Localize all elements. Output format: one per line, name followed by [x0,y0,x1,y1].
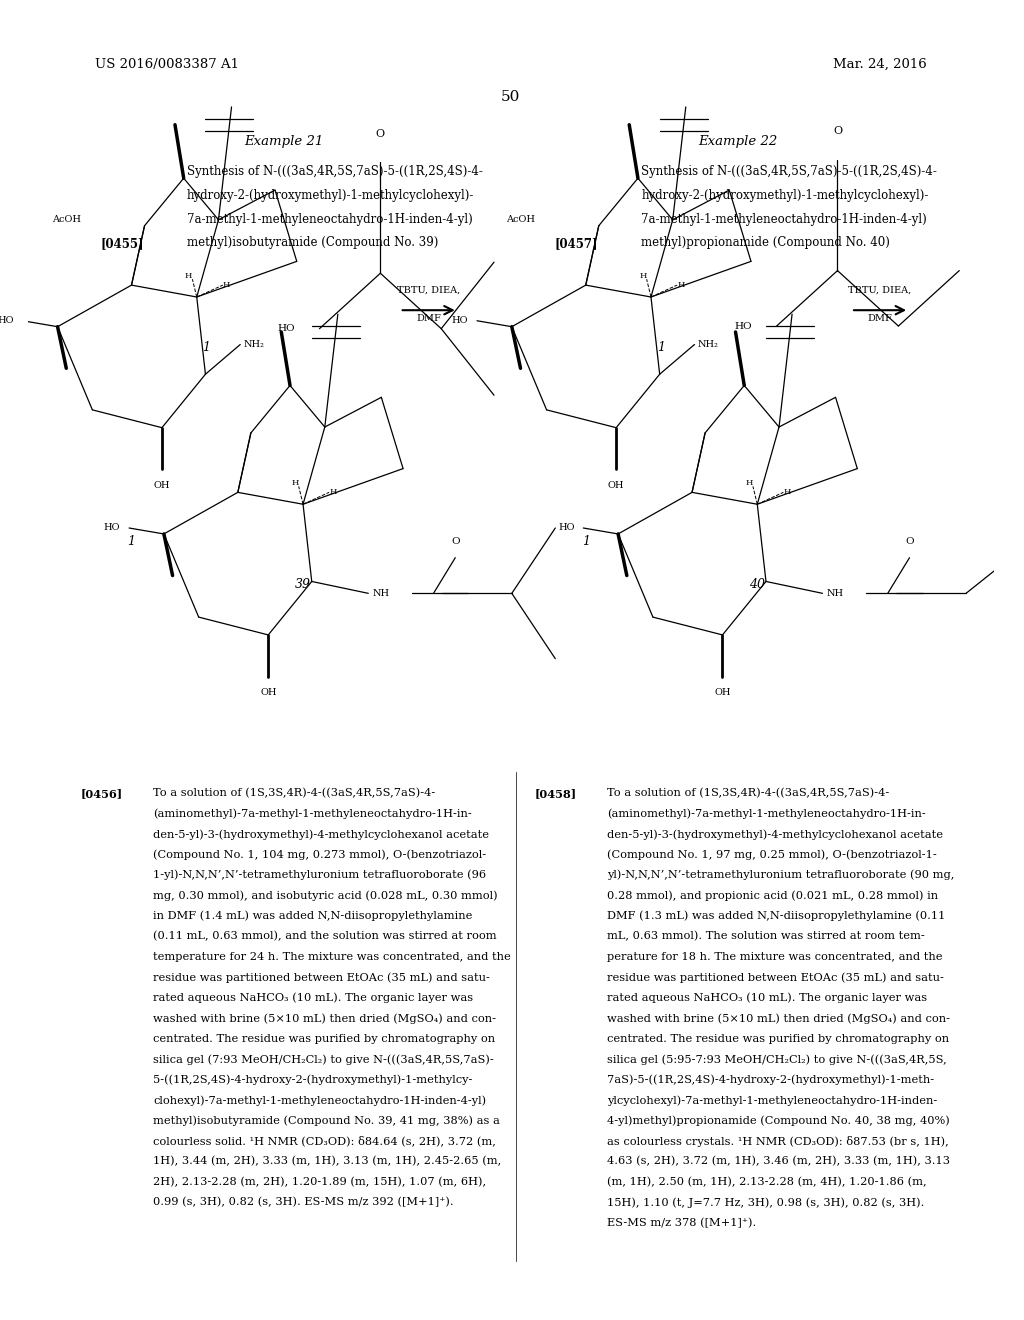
Text: NH₂: NH₂ [697,341,718,348]
Text: NH₂: NH₂ [243,341,264,348]
Text: OH: OH [715,689,731,697]
Text: clohexyl)-7a-methyl-1-methyleneoctahydro-1H-inden-4-yl): clohexyl)-7a-methyl-1-methyleneoctahydro… [154,1094,486,1106]
Text: 4-yl)methyl)propionamide (Compound No. 40, 38 mg, 40%): 4-yl)methyl)propionamide (Compound No. 4… [607,1115,950,1126]
Text: (Compound No. 1, 104 mg, 0.273 mmol), O-(benzotriazol-: (Compound No. 1, 104 mg, 0.273 mmol), O-… [154,850,486,861]
Text: OH: OH [608,480,625,490]
Text: HO: HO [735,322,753,330]
Text: H: H [223,281,230,289]
Text: To a solution of (1S,3S,4R)-4-((3aS,4R,5S,7aS)-4-: To a solution of (1S,3S,4R)-4-((3aS,4R,5… [154,788,435,799]
Text: hydroxy-2-(hydroxymethyl)-1-methylcyclohexyl)-: hydroxy-2-(hydroxymethyl)-1-methylcycloh… [187,189,474,202]
Text: 0.99 (s, 3H), 0.82 (s, 3H). ES-MS m/z 392 ([M+1]⁺).: 0.99 (s, 3H), 0.82 (s, 3H). ES-MS m/z 39… [154,1197,454,1208]
Text: 1: 1 [656,341,665,354]
Text: O: O [833,125,842,136]
Text: [0458]: [0458] [535,788,578,799]
Text: temperature for 24 h. The mixture was concentrated, and the: temperature for 24 h. The mixture was co… [154,952,511,962]
Text: 39: 39 [295,578,311,591]
Text: H: H [745,479,753,487]
Text: H: H [677,281,684,289]
Text: 15H), 1.10 (t, J=7.7 Hz, 3H), 0.98 (s, 3H), 0.82 (s, 3H).: 15H), 1.10 (t, J=7.7 Hz, 3H), 0.98 (s, 3… [607,1197,925,1208]
Text: NH: NH [826,589,844,598]
Text: methyl)isobutyramide (Compound No. 39): methyl)isobutyramide (Compound No. 39) [187,236,438,249]
Text: Example 22: Example 22 [698,135,777,148]
Text: H: H [291,479,299,487]
Text: H: H [783,488,791,496]
Text: H: H [185,272,193,280]
Text: 1: 1 [582,535,590,548]
Text: To a solution of (1S,3S,4R)-4-((3aS,4R,5S,7aS)-4-: To a solution of (1S,3S,4R)-4-((3aS,4R,5… [607,788,890,799]
Text: 1: 1 [128,535,135,548]
Text: centrated. The residue was purified by chromatography on: centrated. The residue was purified by c… [154,1034,496,1044]
Text: Example 21: Example 21 [244,135,324,148]
Text: HO: HO [452,317,468,325]
Text: HO: HO [103,524,121,532]
Text: 2H), 2.13-2.28 (m, 2H), 1.20-1.89 (m, 15H), 1.07 (m, 6H),: 2H), 2.13-2.28 (m, 2H), 1.20-1.89 (m, 15… [154,1177,486,1187]
Text: OH: OH [154,480,170,490]
Text: HO: HO [278,325,295,333]
Text: (aminomethyl)-7a-methyl-1-methyleneoctahydro-1H-in-: (aminomethyl)-7a-methyl-1-methyleneoctah… [154,808,472,820]
Text: hydroxy-2-(hydroxymethyl)-1-methylcyclohexyl)-: hydroxy-2-(hydroxymethyl)-1-methylcycloh… [641,189,929,202]
Text: yl)-N,N,N’,N’-tetramethyluronium tetrafluoroborate (90 mg,: yl)-N,N,N’,N’-tetramethyluronium tetrafl… [607,870,954,880]
Text: H: H [639,272,646,280]
Text: TBTU, DIEA,: TBTU, DIEA, [397,285,461,294]
Text: in DMF (1.4 mL) was added N,N-diisopropylethylamine: in DMF (1.4 mL) was added N,N-diisopropy… [154,911,473,921]
Text: O: O [905,537,913,546]
Text: perature for 18 h. The mixture was concentrated, and the: perature for 18 h. The mixture was conce… [607,952,943,962]
Text: rated aqueous NaHCO₃ (10 mL). The organic layer was: rated aqueous NaHCO₃ (10 mL). The organi… [607,993,928,1003]
Text: 1-yl)-N,N,N’,N’-tetramethyluronium tetrafluoroborate (96: 1-yl)-N,N,N’,N’-tetramethyluronium tetra… [154,870,486,880]
Text: HO: HO [0,317,14,325]
Text: H: H [329,488,337,496]
Text: residue was partitioned between EtOAc (35 mL) and satu-: residue was partitioned between EtOAc (3… [154,972,490,983]
Text: mg, 0.30 mmol), and isobutyric acid (0.028 mL, 0.30 mmol): mg, 0.30 mmol), and isobutyric acid (0.0… [154,890,498,902]
Text: DMF: DMF [416,314,441,323]
Text: (m, 1H), 2.50 (m, 1H), 2.13-2.28 (m, 4H), 1.20-1.86 (m,: (m, 1H), 2.50 (m, 1H), 2.13-2.28 (m, 4H)… [607,1177,927,1187]
Text: 1H), 3.44 (m, 2H), 3.33 (m, 1H), 3.13 (m, 1H), 2.45-2.65 (m,: 1H), 3.44 (m, 2H), 3.33 (m, 1H), 3.13 (m… [154,1156,502,1167]
Text: washed with brine (5×10 mL) then dried (MgSO₄) and con-: washed with brine (5×10 mL) then dried (… [607,1014,950,1024]
Text: TBTU, DIEA,: TBTU, DIEA, [849,285,911,294]
Text: ylcyclohexyl)-7a-methyl-1-methyleneoctahydro-1H-inden-: ylcyclohexyl)-7a-methyl-1-methyleneoctah… [607,1094,938,1106]
Text: den-5-yl)-3-(hydroxymethyl)-4-methylcyclohexanol acetate: den-5-yl)-3-(hydroxymethyl)-4-methylcycl… [154,829,489,840]
Text: HO: HO [558,524,574,532]
Text: 7aS)-5-((1R,2S,4S)-4-hydroxy-2-(hydroxymethyl)-1-meth-: 7aS)-5-((1R,2S,4S)-4-hydroxy-2-(hydroxym… [607,1074,935,1085]
Text: 0.28 mmol), and propionic acid (0.021 mL, 0.28 mmol) in: 0.28 mmol), and propionic acid (0.021 mL… [607,890,939,902]
Text: ES-MS m/z 378 ([M+1]⁺).: ES-MS m/z 378 ([M+1]⁺). [607,1217,757,1228]
Text: [0456]: [0456] [81,788,123,799]
Text: AcOH: AcOH [506,215,535,224]
Text: [0455]: [0455] [100,238,143,251]
Text: centrated. The residue was purified by chromatography on: centrated. The residue was purified by c… [607,1034,949,1044]
Text: as colourless crystals. ¹H NMR (CD₃OD): δ87.53 (br s, 1H),: as colourless crystals. ¹H NMR (CD₃OD): … [607,1135,949,1147]
Text: den-5-yl)-3-(hydroxymethyl)-4-methylcyclohexanol acetate: den-5-yl)-3-(hydroxymethyl)-4-methylcycl… [607,829,943,840]
Text: O: O [451,537,460,546]
Text: 40: 40 [750,578,765,591]
Text: Synthesis of N-(((3aS,4R,5S,7aS)-5-((1R,2S,4S)-4-: Synthesis of N-(((3aS,4R,5S,7aS)-5-((1R,… [641,165,937,178]
Text: AcOH: AcOH [52,215,81,224]
Text: DMF: DMF [867,314,893,323]
Text: (0.11 mL, 0.63 mmol), and the solution was stirred at room: (0.11 mL, 0.63 mmol), and the solution w… [154,932,497,941]
Text: methyl)isobutyramide (Compound No. 39, 41 mg, 38%) as a: methyl)isobutyramide (Compound No. 39, 4… [154,1115,500,1126]
Text: OH: OH [260,689,276,697]
Text: (Compound No. 1, 97 mg, 0.25 mmol), O-(benzotriazol-1-: (Compound No. 1, 97 mg, 0.25 mmol), O-(b… [607,850,937,861]
Text: O: O [376,128,385,139]
Text: Synthesis of N-(((3aS,4R,5S,7aS)-5-((1R,2S,4S)-4-: Synthesis of N-(((3aS,4R,5S,7aS)-5-((1R,… [187,165,483,178]
Text: 1: 1 [203,341,210,354]
Text: 7a-methyl-1-methyleneoctahydro-1H-inden-4-yl): 7a-methyl-1-methyleneoctahydro-1H-inden-… [187,213,473,226]
Text: 4.63 (s, 2H), 3.72 (m, 1H), 3.46 (m, 2H), 3.33 (m, 1H), 3.13: 4.63 (s, 2H), 3.72 (m, 1H), 3.46 (m, 2H)… [607,1156,950,1167]
Text: US 2016/0083387 A1: US 2016/0083387 A1 [95,58,240,71]
Text: colourless solid. ¹H NMR (CD₃OD): δ84.64 (s, 2H), 3.72 (m,: colourless solid. ¹H NMR (CD₃OD): δ84.64… [154,1135,496,1147]
Text: NH: NH [372,589,389,598]
Text: 50: 50 [501,90,520,104]
Text: Mar. 24, 2016: Mar. 24, 2016 [833,58,927,71]
Text: washed with brine (5×10 mL) then dried (MgSO₄) and con-: washed with brine (5×10 mL) then dried (… [154,1014,497,1024]
Text: [0457]: [0457] [554,238,598,251]
Text: 5-((1R,2S,4S)-4-hydroxy-2-(hydroxymethyl)-1-methylcy-: 5-((1R,2S,4S)-4-hydroxy-2-(hydroxymethyl… [154,1074,473,1085]
Text: residue was partitioned between EtOAc (35 mL) and satu-: residue was partitioned between EtOAc (3… [607,972,944,983]
Text: mL, 0.63 mmol). The solution was stirred at room tem-: mL, 0.63 mmol). The solution was stirred… [607,932,926,941]
Text: 7a-methyl-1-methyleneoctahydro-1H-inden-4-yl): 7a-methyl-1-methyleneoctahydro-1H-inden-… [641,213,927,226]
Text: silica gel (7:93 MeOH/CH₂Cl₂) to give N-(((3aS,4R,5S,7aS)-: silica gel (7:93 MeOH/CH₂Cl₂) to give N-… [154,1053,494,1065]
Text: silica gel (5:95-7:93 MeOH/CH₂Cl₂) to give N-(((3aS,4R,5S,: silica gel (5:95-7:93 MeOH/CH₂Cl₂) to gi… [607,1053,947,1065]
Text: (aminomethyl)-7a-methyl-1-methyleneoctahydro-1H-in-: (aminomethyl)-7a-methyl-1-methyleneoctah… [607,808,927,820]
Text: DMF (1.3 mL) was added N,N-diisopropylethylamine (0.11: DMF (1.3 mL) was added N,N-diisopropylet… [607,911,946,921]
Text: methyl)propionamide (Compound No. 40): methyl)propionamide (Compound No. 40) [641,236,890,249]
Text: rated aqueous NaHCO₃ (10 mL). The organic layer was: rated aqueous NaHCO₃ (10 mL). The organi… [154,993,473,1003]
